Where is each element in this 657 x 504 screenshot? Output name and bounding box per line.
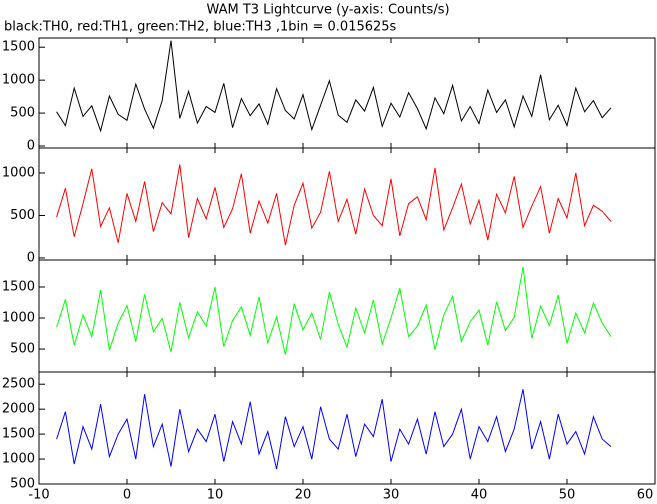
y-tick-label: 2500 [2, 377, 35, 392]
lightcurve-line [56, 164, 612, 246]
lightcurve-line [56, 267, 612, 355]
x-tick-label: 20 [295, 488, 312, 503]
y-tick-label: 0 [27, 139, 35, 154]
y-tick-label: 500 [10, 477, 35, 492]
chart-title: WAM T3 Lightcurve (y-axis: Counts/s) [206, 3, 449, 18]
x-tick-label: 10 [207, 488, 224, 503]
y-tick-label: 500 [10, 342, 35, 357]
y-tick-label: 1500 [2, 427, 35, 442]
panel-frame [38, 259, 656, 373]
chart-subtitle: black:TH0, red:TH1, green:TH2, blue:TH3 … [4, 20, 397, 35]
x-tick-label: 30 [383, 488, 400, 503]
x-tick-label: 50 [559, 488, 576, 503]
y-tick-label: 1000 [2, 452, 35, 467]
x-tick-label: 60 [637, 488, 654, 503]
y-tick-label: 2000 [2, 402, 35, 417]
panel-frame [38, 147, 656, 261]
x-tick-label: 40 [471, 488, 488, 503]
lightcurve-line [56, 389, 612, 470]
y-tick-label: 500 [10, 208, 35, 223]
y-tick-label: 1500 [2, 279, 35, 294]
y-tick-label: 0 [27, 250, 35, 265]
y-tick-label: 1000 [2, 165, 35, 180]
x-tick-label: -10 [28, 488, 49, 503]
lightcurve-line [56, 40, 612, 133]
panel-frame [38, 37, 656, 149]
y-tick-label: 1500 [2, 40, 35, 55]
y-tick-label: 500 [10, 106, 35, 121]
x-tick-label: 0 [123, 488, 131, 503]
y-tick-label: 1000 [2, 73, 35, 88]
panel-frame [38, 371, 656, 485]
y-tick-label: 1000 [2, 311, 35, 326]
